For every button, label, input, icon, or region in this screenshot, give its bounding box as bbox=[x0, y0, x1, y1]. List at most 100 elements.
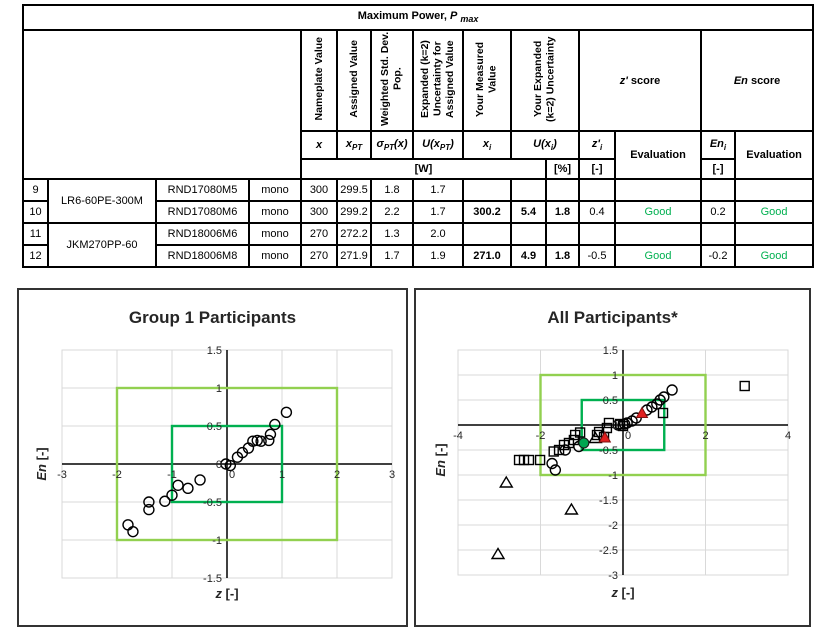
group1-scatter-plot: -3 -2 -1 0 1 2 3 1.5 1 0.5 0 -0.5 -1 -1.5 bbox=[19, 290, 406, 630]
cell-z-score bbox=[578, 222, 616, 247]
cell-en-eval: Good bbox=[733, 200, 815, 225]
cell-cell-type: mono bbox=[248, 222, 302, 247]
svg-text:1: 1 bbox=[279, 469, 285, 481]
table-row: 11 JKM270PP-60 RND18006M6 mono 270 272.2… bbox=[22, 222, 815, 269]
cell-row-num: 10 bbox=[22, 200, 49, 225]
cell-en-eval bbox=[733, 178, 815, 203]
table-row: 12 RND18006M8 mono 270 271.9 1.7 1.9 271… bbox=[22, 244, 815, 269]
col-header-measured-value: Your Measured Value bbox=[462, 28, 512, 133]
svg-text:1: 1 bbox=[216, 383, 222, 395]
cell-sigma: 1.7 bbox=[370, 244, 414, 269]
svg-text:0: 0 bbox=[216, 459, 222, 471]
x-axis-label: z [-] bbox=[215, 586, 239, 601]
cell-en-score bbox=[700, 222, 736, 247]
svg-text:-4: -4 bbox=[453, 430, 463, 442]
symbol-xpt: xPT bbox=[336, 130, 372, 161]
cell-cell-type: mono bbox=[248, 178, 302, 203]
svg-text:-1.5: -1.5 bbox=[203, 573, 222, 585]
symbol-eni: Eni bbox=[700, 130, 736, 161]
cell-sample-id: RND18006M6 bbox=[155, 222, 250, 247]
col-header-weighted-std: Weighted Std. Dev. Pop. bbox=[370, 28, 414, 133]
all-participants-chart-panel: All Participants* -4 -2 0 2 4 1.5 1 0.5 0 -0.5 -1-… bbox=[414, 288, 811, 627]
svg-text:-1: -1 bbox=[167, 469, 177, 481]
table-corner-blank bbox=[22, 28, 302, 181]
symbol-zi: z'i bbox=[578, 130, 616, 161]
cell-module-name: LR6-60PE-300M bbox=[47, 178, 157, 225]
chart-title-group1: Group 1 Participants bbox=[128, 308, 297, 327]
svg-text:-3: -3 bbox=[57, 469, 67, 481]
unit-percent: [%] bbox=[545, 158, 580, 181]
cell-z-score: 0.4 bbox=[578, 200, 616, 225]
svg-text:-2: -2 bbox=[536, 430, 546, 442]
cell-row-num: 11 bbox=[22, 222, 49, 247]
table-row: 10 RND17080M6 mono 300 299.2 2.2 1.7 300… bbox=[22, 200, 815, 225]
cell-en-score: -0.2 bbox=[700, 244, 736, 269]
cell-u-xpt: 1.7 bbox=[412, 200, 464, 225]
symbol-xi: xi bbox=[462, 130, 512, 161]
cell-measured bbox=[462, 222, 512, 247]
table-title: Maximum Power, P max bbox=[21, 4, 815, 31]
svg-text:0.5: 0.5 bbox=[603, 395, 618, 407]
y-axis-label: En [-] bbox=[34, 447, 49, 481]
col-header-z-score: z' score bbox=[578, 28, 702, 133]
cell-en-score: 0.2 bbox=[700, 200, 736, 225]
svg-text:0: 0 bbox=[625, 430, 631, 442]
svg-text:-0.5: -0.5 bbox=[599, 445, 618, 457]
cell-z-eval bbox=[614, 222, 702, 247]
cell-nameplate: 300 bbox=[300, 200, 338, 225]
cell-z-eval: Good bbox=[614, 244, 702, 269]
symbol-u-xi: U(xi) bbox=[510, 130, 580, 161]
svg-text:2: 2 bbox=[702, 430, 708, 442]
unit-dash-en: [-] bbox=[700, 158, 736, 181]
svg-text:1.5: 1.5 bbox=[207, 345, 222, 357]
cell-z-score bbox=[578, 178, 616, 203]
svg-text:-1: -1 bbox=[212, 535, 222, 547]
cell-en-score bbox=[700, 178, 736, 203]
cell-z-eval: Good bbox=[614, 200, 702, 225]
cell-sample-id: RND17080M5 bbox=[155, 178, 250, 203]
cell-u-pct bbox=[545, 178, 580, 203]
cell-u-w: 5.4 bbox=[510, 200, 547, 225]
symbol-u-xpt: U(xPT) bbox=[412, 130, 464, 161]
svg-text:0: 0 bbox=[612, 420, 618, 432]
cell-measured bbox=[462, 178, 512, 203]
header-evaluation-en: Evaluation bbox=[733, 130, 815, 181]
svg-text:-3: -3 bbox=[608, 570, 618, 582]
x-axis-label: z [-] bbox=[611, 585, 635, 600]
cell-sigma: 1.3 bbox=[370, 222, 414, 247]
svg-text:-2.5: -2.5 bbox=[599, 545, 618, 557]
symbol-x: x bbox=[300, 130, 338, 161]
cell-nameplate: 270 bbox=[300, 222, 338, 247]
svg-text:-2: -2 bbox=[112, 469, 122, 481]
chart-title-all: All Participants* bbox=[547, 308, 678, 327]
cell-sample-id: RND18006M8 bbox=[155, 244, 250, 269]
svg-text:4: 4 bbox=[785, 430, 791, 442]
symbol-sigma: σPT(x) bbox=[370, 130, 414, 161]
cell-assigned: 299.2 bbox=[336, 200, 372, 225]
cell-z-eval bbox=[614, 178, 702, 203]
svg-text:-1.5: -1.5 bbox=[599, 495, 618, 507]
group1-chart-panel: Group 1 Participants -3 -2 -1 0 1 2 3 1.5 1 0.5 0-… bbox=[17, 288, 408, 627]
cell-nameplate: 300 bbox=[300, 178, 338, 203]
unit-watts: [W] bbox=[300, 158, 547, 181]
report-table: Maximum Power, P max Nameplate Value Ass… bbox=[21, 4, 815, 269]
cell-nameplate: 270 bbox=[300, 244, 338, 269]
cell-cell-type: mono bbox=[248, 244, 302, 269]
cell-u-w: 4.9 bbox=[510, 244, 547, 269]
all-participants-scatter-plot: -4 -2 0 2 4 1.5 1 0.5 0 -0.5 -1 -1.5 -2 -2.5 -3 bbox=[416, 290, 809, 630]
svg-text:1.5: 1.5 bbox=[603, 345, 618, 357]
col-header-nameplate: Nameplate Value bbox=[300, 28, 338, 133]
cell-measured: 300.2 bbox=[462, 200, 512, 225]
svg-text:2: 2 bbox=[334, 469, 340, 481]
svg-text:-0.5: -0.5 bbox=[203, 497, 222, 509]
cell-assigned: 299.5 bbox=[336, 178, 372, 203]
cell-cell-type: mono bbox=[248, 200, 302, 225]
cell-en-eval: Good bbox=[733, 244, 815, 269]
svg-text:-1: -1 bbox=[608, 470, 618, 482]
svg-text:-2: -2 bbox=[608, 520, 618, 532]
svg-text:0.5: 0.5 bbox=[207, 421, 222, 433]
cell-u-xpt: 2.0 bbox=[412, 222, 464, 247]
table-row: 9 LR6-60PE-300M RND17080M5 mono 300 299.… bbox=[22, 178, 815, 225]
cell-row-num: 12 bbox=[22, 244, 49, 269]
header-evaluation-z: Evaluation bbox=[614, 130, 702, 181]
